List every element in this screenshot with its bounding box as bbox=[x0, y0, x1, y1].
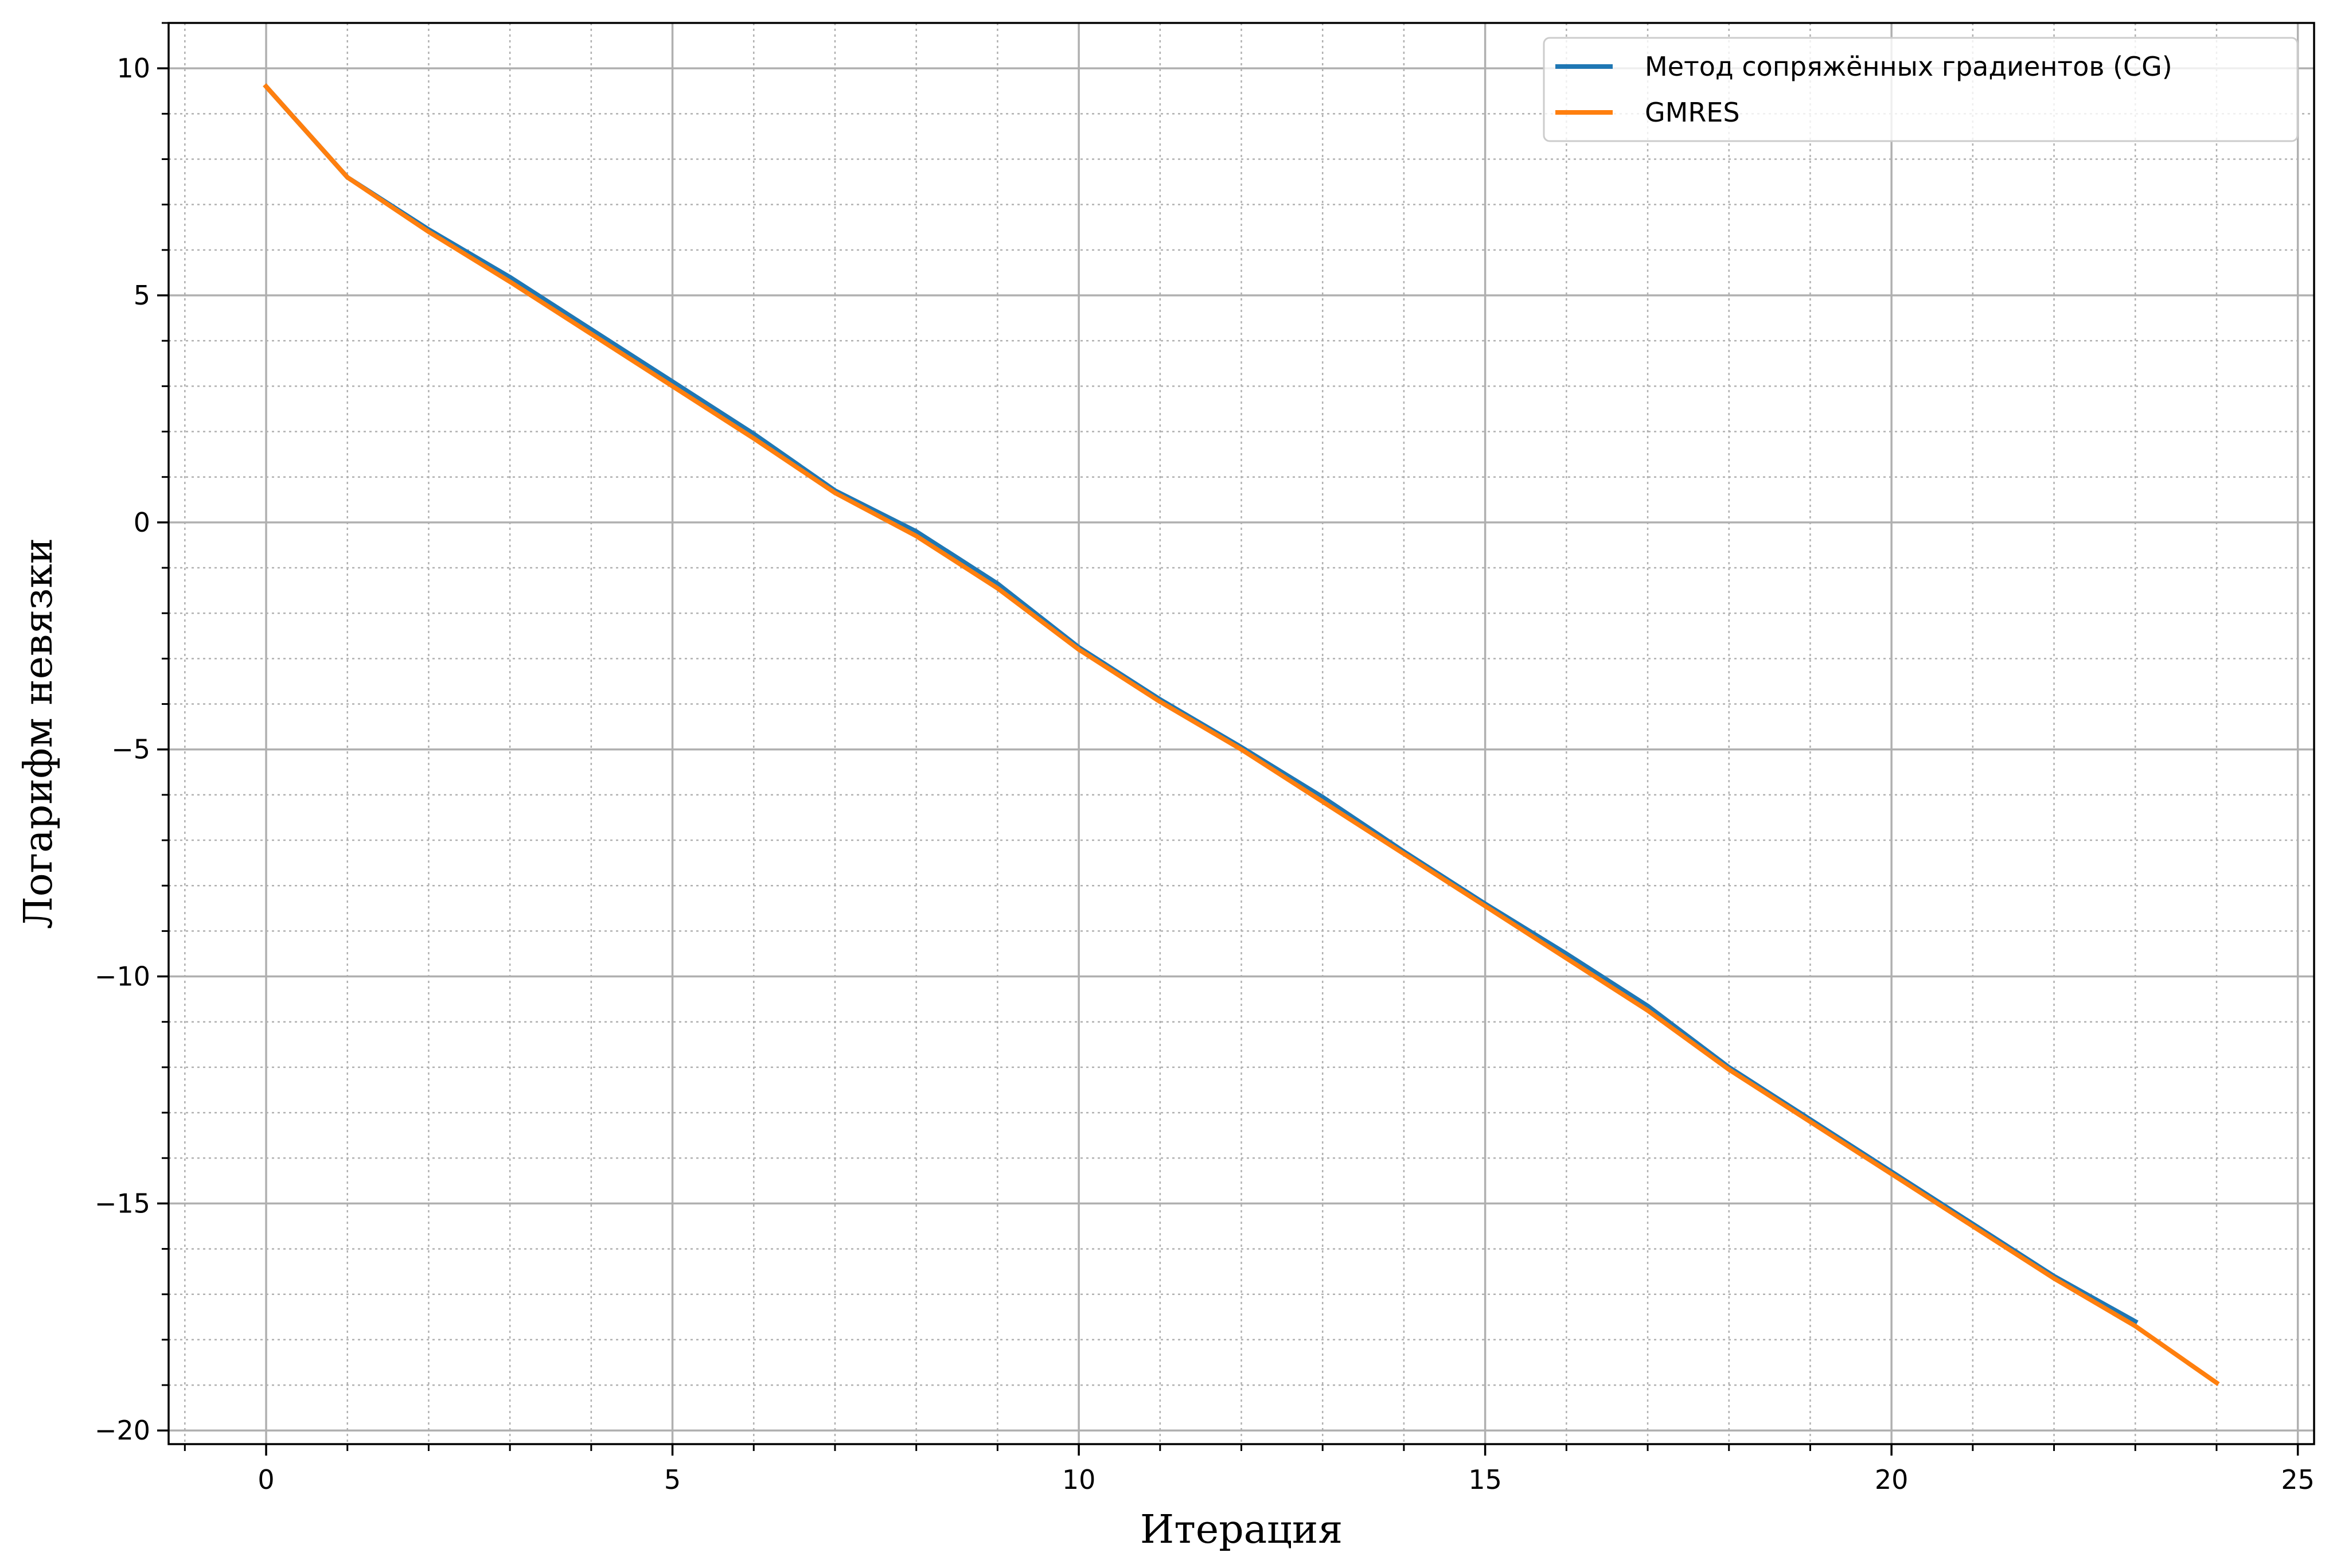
legend-label-cg: Метод сопряжённых градиентов (CG) bbox=[1645, 51, 2172, 82]
x-tick-label: 10 bbox=[1062, 1464, 1096, 1495]
legend: Метод сопряжённых градиентов (CG) GMRES bbox=[1543, 37, 2299, 142]
y-axis-label: Логарифм невязки bbox=[16, 538, 61, 929]
series-layer bbox=[263, 83, 2220, 1386]
legend-box bbox=[1543, 37, 2299, 142]
legend-label-gmres: GMRES bbox=[1645, 97, 1740, 128]
x-tick-label: 15 bbox=[1468, 1464, 1502, 1495]
axis-ticks bbox=[157, 22, 2299, 1456]
y-tick-label: 5 bbox=[134, 280, 150, 311]
x-axis-label: Итерация bbox=[1140, 1507, 1343, 1553]
minor-grid bbox=[169, 22, 2314, 1444]
y-tick-label: −10 bbox=[95, 961, 150, 992]
y-tick-label: 0 bbox=[134, 507, 150, 538]
tick-labels: 0 5 10 15 20 25 10 5 0 −5 −10 −15 −20 bbox=[95, 53, 2315, 1495]
series-line-gmres bbox=[263, 83, 2220, 1386]
x-tick-label: 20 bbox=[1875, 1464, 1909, 1495]
x-tick-label: 0 bbox=[258, 1464, 274, 1495]
y-tick-label: 10 bbox=[116, 53, 150, 84]
x-tick-label: 25 bbox=[2281, 1464, 2315, 1495]
y-tick-label: −5 bbox=[111, 734, 150, 765]
x-tick-label: 5 bbox=[664, 1464, 681, 1495]
y-tick-label: −20 bbox=[95, 1415, 150, 1446]
y-tick-label: −15 bbox=[95, 1188, 150, 1219]
